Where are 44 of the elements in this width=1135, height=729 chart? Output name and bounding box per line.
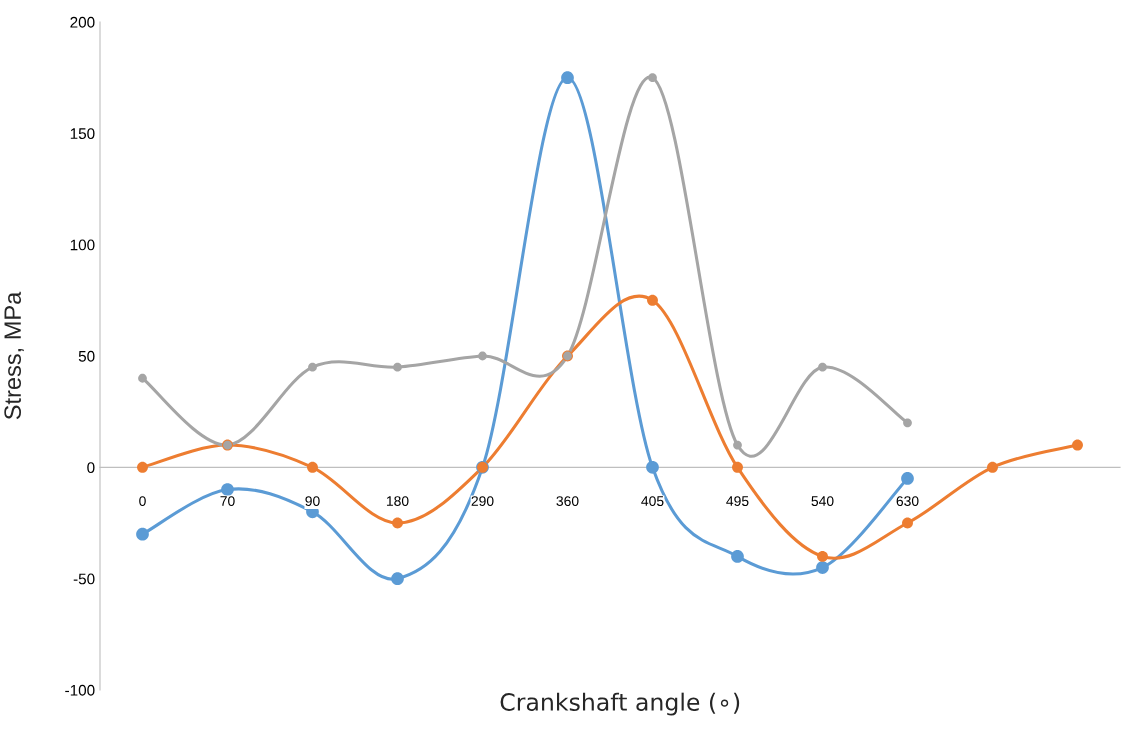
- point: [646, 460, 659, 474]
- point: [817, 550, 828, 562]
- point: [648, 73, 657, 83]
- x-tick-label: 70: [220, 496, 235, 507]
- x-tick-label: 360: [556, 496, 579, 507]
- point: [901, 472, 914, 485]
- x-tick-label: 90: [305, 496, 320, 507]
- y-tick-label: 100: [70, 239, 95, 251]
- point: [561, 71, 574, 85]
- y-tick-label: -50: [73, 573, 95, 585]
- x-tick-label: 0: [139, 496, 146, 507]
- x-tick-label: 405: [641, 496, 664, 507]
- point: [731, 550, 744, 563]
- point: [1072, 439, 1083, 451]
- x-tick-label: 630: [896, 496, 919, 507]
- point: [308, 362, 317, 372]
- point: [903, 418, 912, 428]
- point: [392, 517, 403, 529]
- point: [816, 561, 829, 574]
- point: [818, 362, 827, 372]
- y-tick-label: -100: [65, 684, 95, 696]
- point: [136, 527, 149, 541]
- point: [137, 461, 148, 473]
- y-tick-label: 50: [78, 350, 95, 362]
- y-tick-label: 200: [70, 16, 95, 28]
- x-tick-label: 540: [811, 496, 834, 507]
- point: [987, 461, 998, 473]
- x-tick-label: 180: [386, 496, 409, 507]
- point: [393, 362, 402, 372]
- x-tick-label: 495: [726, 496, 749, 507]
- x-tick-label: 290: [471, 496, 494, 507]
- point: [902, 517, 913, 529]
- x-axis-title: Crankshaft angle (∘): [500, 692, 740, 716]
- point: [307, 461, 318, 473]
- point: [138, 373, 147, 383]
- point: [732, 461, 743, 473]
- point: [221, 483, 234, 496]
- y-tick-label: 150: [70, 128, 95, 140]
- point: [478, 351, 487, 361]
- y-axis-title: Stress, MPa: [4, 291, 24, 420]
- point: [391, 572, 404, 586]
- y-tick-label: 0: [87, 462, 95, 474]
- point: [733, 440, 742, 450]
- point: [647, 294, 658, 306]
